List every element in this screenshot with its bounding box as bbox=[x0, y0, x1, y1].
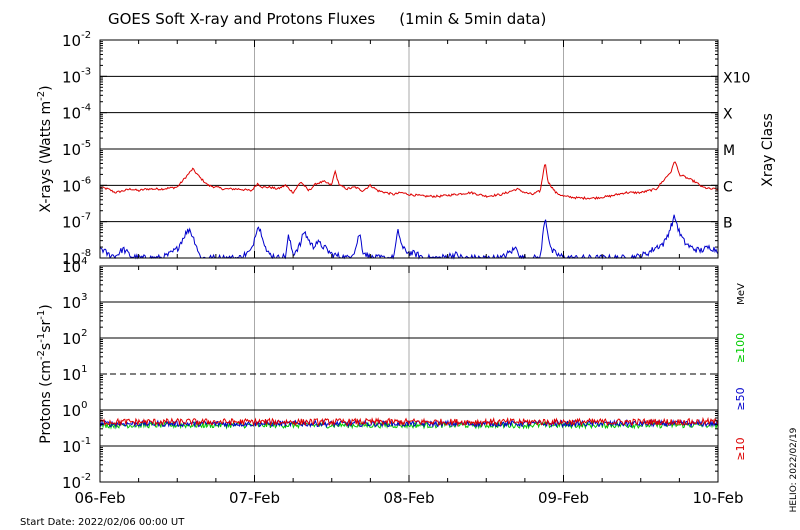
protons-panel: 104 103 102 101 100 10-1 10-2 Protons (cm-2s-1… bbox=[36, 256, 747, 492]
x-tick-label: 09-Feb bbox=[538, 489, 589, 507]
x-tick-label: 07-Feb bbox=[229, 489, 280, 507]
protons-legend-entry: ≥10 bbox=[734, 437, 747, 460]
xray-class-labels: X10 X M C B bbox=[723, 70, 750, 231]
protons-y-axis-label: Protons (cm-2s-1sr-1) bbox=[36, 304, 54, 443]
x-tick-label: 06-Feb bbox=[74, 489, 125, 507]
y-tick-label: 10-7 bbox=[62, 212, 91, 232]
y-tick-label: 10-1 bbox=[62, 436, 91, 456]
y-tick-label: 10-5 bbox=[62, 139, 91, 159]
xray-class-title: Xray Class bbox=[760, 113, 776, 187]
xray-panel: 10-2 10-3 10-4 10-5 10-6 10-7 10-8 X10 X M C B Xra… bbox=[36, 30, 776, 268]
x-tick-label: 08-Feb bbox=[383, 489, 434, 507]
chart-title: GOES Soft X-ray and Protons Fluxes (1min … bbox=[108, 10, 546, 28]
chart-subtitle: (1min & 5min data) bbox=[399, 10, 546, 28]
start-date-label: Start Date: 2022/02/06 00:00 UT bbox=[20, 517, 185, 528]
x-tick-label: 10-Feb bbox=[692, 489, 743, 507]
xray-class-label: X10 bbox=[723, 70, 750, 86]
y-tick-label: 10-4 bbox=[62, 103, 91, 123]
protons-gridlines bbox=[100, 266, 718, 482]
xray-y-ticks: 10-2 10-3 10-4 10-5 10-6 10-7 10-8 bbox=[62, 30, 718, 268]
protons-unit-label: MeV bbox=[736, 283, 747, 305]
xray-class-label: B bbox=[723, 216, 733, 232]
y-tick-label: 102 bbox=[62, 328, 87, 348]
xray-class-label: X bbox=[723, 107, 733, 123]
protons-legend-entry: ≥100 bbox=[734, 333, 747, 363]
y-tick-label: 10-2 bbox=[62, 472, 91, 492]
y-tick-label: 100 bbox=[62, 400, 87, 420]
x-axis-ticks: 06-Feb 07-Feb 08-Feb 09-Feb 10-Feb bbox=[74, 40, 744, 507]
xray-class-label: C bbox=[723, 179, 733, 195]
protons-legend-entry: ≥50 bbox=[734, 387, 747, 410]
xray-class-label: M bbox=[723, 143, 735, 159]
xray-series-line bbox=[99, 161, 719, 201]
y-tick-label: 101 bbox=[62, 364, 87, 384]
y-tick-label: 10-2 bbox=[62, 30, 91, 50]
y-tick-label: 104 bbox=[62, 256, 87, 276]
protons-series-line bbox=[99, 416, 719, 428]
xray-gridlines bbox=[100, 40, 718, 258]
y-tick-label: 10-6 bbox=[62, 175, 91, 195]
protons-legend: ≥100 ≥50 ≥10 bbox=[734, 333, 747, 461]
y-tick-label: 10-8 bbox=[62, 248, 91, 268]
helio-credit: HELIO: 2022/02/19 bbox=[789, 427, 799, 512]
protons-series bbox=[99, 416, 719, 430]
protons-y-ticks: 104 103 102 101 100 10-1 10-2 bbox=[62, 256, 718, 492]
protons-series-line bbox=[99, 420, 719, 430]
y-tick-label: 10-3 bbox=[62, 66, 91, 86]
y-tick-label: 103 bbox=[62, 292, 87, 312]
xray-y-axis-label: X-rays (Watts m-2) bbox=[36, 85, 54, 212]
